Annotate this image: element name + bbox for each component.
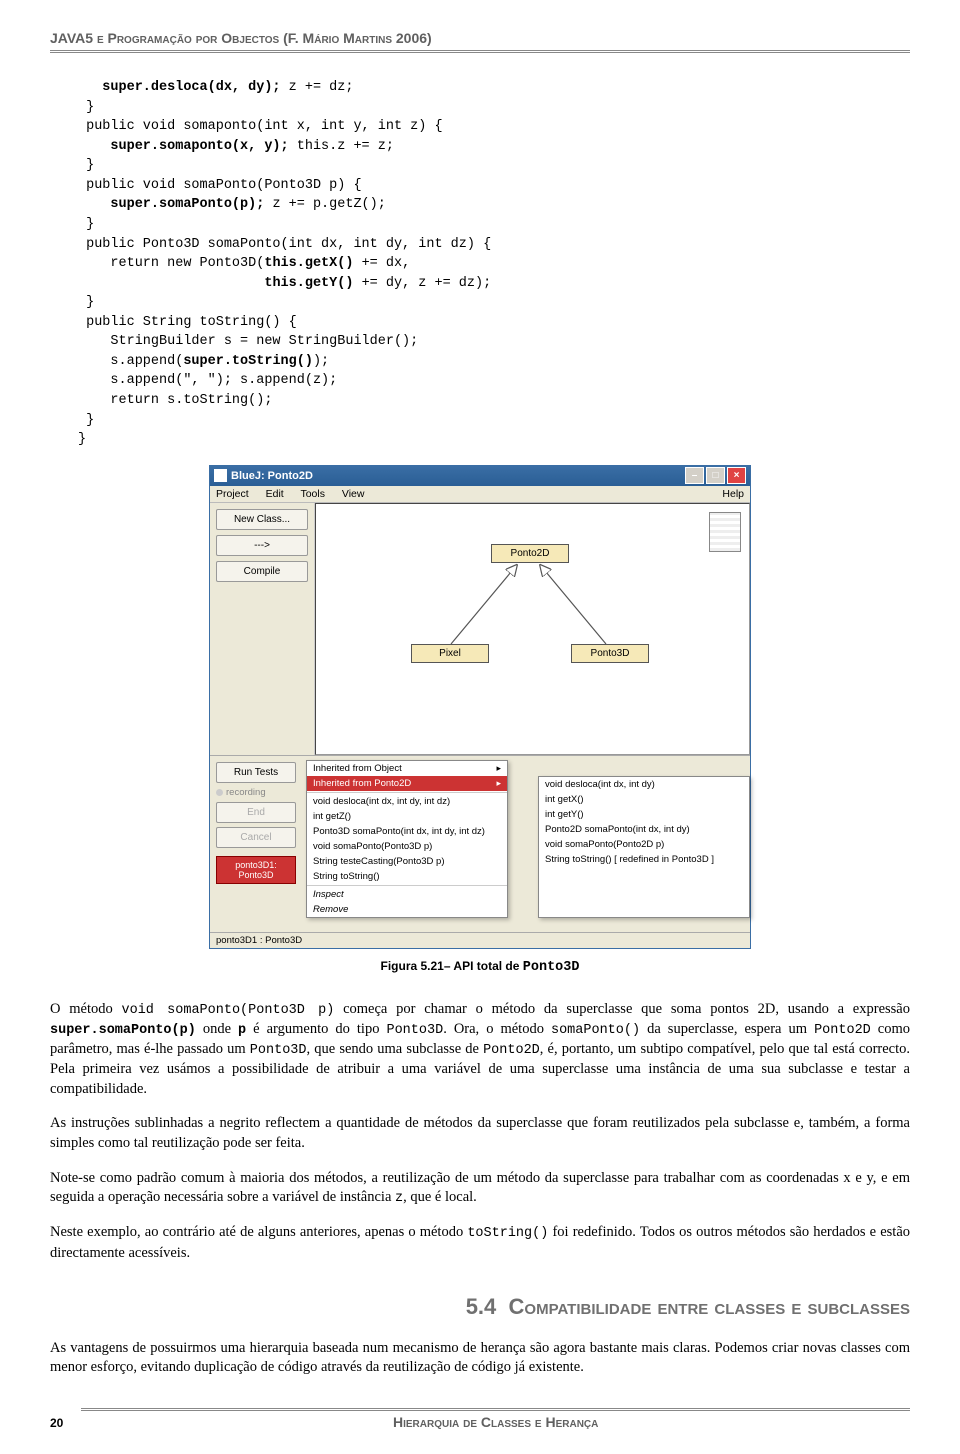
ctx-tostring[interactable]: String toString() [307, 869, 507, 884]
paragraph-1: O método void somaPonto(Ponto3D p) começ… [50, 1000, 910, 1100]
ctxr-somaponto-int[interactable]: Ponto2D somaPonto(int dx, int dy) [539, 822, 749, 837]
window-title: BlueJ: Ponto2D [231, 470, 313, 482]
class-ponto3d[interactable]: Ponto3D [571, 644, 649, 663]
hatch-icon [709, 512, 741, 552]
paragraph-2: As instruções sublinhadas a negrito refl… [50, 1114, 910, 1153]
context-menu-right: void desloca(int dx, int dy) int getX() … [538, 776, 750, 918]
ctxr-desloca[interactable]: void desloca(int dx, int dy) [539, 777, 749, 792]
page-number: 20 [50, 1416, 63, 1430]
figure-caption: Figura 5.21– API total de Ponto3D [50, 959, 910, 975]
context-menus: Inherited from Object Inherited from Pon… [302, 756, 750, 932]
menu-edit[interactable]: Edit [266, 488, 284, 500]
new-class-button[interactable]: New Class... [216, 509, 308, 530]
maximize-button[interactable]: □ [706, 467, 725, 484]
footer-title: Hierarquia de Classes e Herança [81, 1408, 910, 1430]
ctx-inspect[interactable]: Inspect [307, 887, 507, 902]
ctx-desloca[interactable]: void desloca(int dx, int dy, int dz) [307, 794, 507, 809]
screenshot: BlueJ: Ponto2D – □ × Project Edit Tools … [50, 465, 910, 949]
menu-view[interactable]: View [342, 488, 365, 500]
app-icon [214, 469, 227, 482]
menu-help[interactable]: Help [722, 488, 744, 500]
class-pixel[interactable]: Pixel [411, 644, 489, 663]
ctx-remove[interactable]: Remove [307, 902, 507, 917]
paragraph-3: Note-se como padrão comum à maioria dos … [50, 1169, 910, 1209]
ctx-somaponto-int[interactable]: Ponto3D somaPonto(int dx, int dy, int dz… [307, 824, 507, 839]
ctxr-somaponto-p[interactable]: void somaPonto(Ponto2D p) [539, 837, 749, 852]
ctxr-tostring[interactable]: String toString() [ redefined in Ponto3D… [539, 852, 749, 867]
section-heading: 5.4 Compatibilidade entre classes e subc… [50, 1293, 910, 1321]
ctx-inherited-ponto2d[interactable]: Inherited from Ponto2D [307, 776, 507, 791]
inheritance-arrows [316, 504, 756, 754]
end-button[interactable]: End [216, 802, 296, 823]
bluej-window: BlueJ: Ponto2D – □ × Project Edit Tools … [209, 465, 751, 949]
ctx-somaponto-p[interactable]: void somaPonto(Ponto3D p) [307, 839, 507, 854]
menu-tools[interactable]: Tools [300, 488, 325, 500]
header-rule [50, 50, 910, 53]
run-tests-button[interactable]: Run Tests [216, 762, 296, 783]
ctxr-gety[interactable]: int getY() [539, 807, 749, 822]
class-diagram: Ponto2D Pixel Ponto3D [315, 503, 750, 755]
titlebar: BlueJ: Ponto2D – □ × [210, 466, 750, 486]
ctx-testecasting[interactable]: String testeCasting(Ponto3D p) [307, 854, 507, 869]
class-ponto2d[interactable]: Ponto2D [491, 544, 569, 563]
status-bar: ponto3D1 : Ponto3D [210, 932, 750, 948]
compile-button[interactable]: Compile [216, 561, 308, 582]
instance-ponto3d1[interactable]: ponto3D1:Ponto3D [216, 856, 296, 884]
context-menu-left: Inherited from Object Inherited from Pon… [306, 760, 508, 918]
paragraph-4: Neste exemplo, ao contrário até de algun… [50, 1223, 910, 1263]
lower-panel: Run Tests recording End Cancel ponto3D1:… [210, 755, 750, 932]
paragraph-5: As vantagens de possuirmos uma hierarqui… [50, 1339, 910, 1378]
close-button[interactable]: × [727, 467, 746, 484]
menubar: Project Edit Tools View Help [210, 486, 750, 503]
ctx-getz[interactable]: int getZ() [307, 809, 507, 824]
ctx-inherited-object[interactable]: Inherited from Object [307, 761, 507, 776]
code-block: super.desloca(dx, dy); z += dz; } public… [78, 78, 910, 450]
recording-label: recording [216, 787, 296, 798]
arrow-button[interactable]: ---> [216, 535, 308, 556]
menu-project[interactable]: Project [216, 488, 249, 500]
side-panel: New Class... ---> Compile [210, 503, 315, 755]
minimize-button[interactable]: – [685, 467, 704, 484]
cancel-button[interactable]: Cancel [216, 827, 296, 848]
page-header: JAVA5 e Programação por Objectos (F. Már… [50, 30, 910, 46]
ctxr-getx[interactable]: int getX() [539, 792, 749, 807]
page-footer: 20 Hierarquia de Classes e Herança [50, 1408, 910, 1430]
